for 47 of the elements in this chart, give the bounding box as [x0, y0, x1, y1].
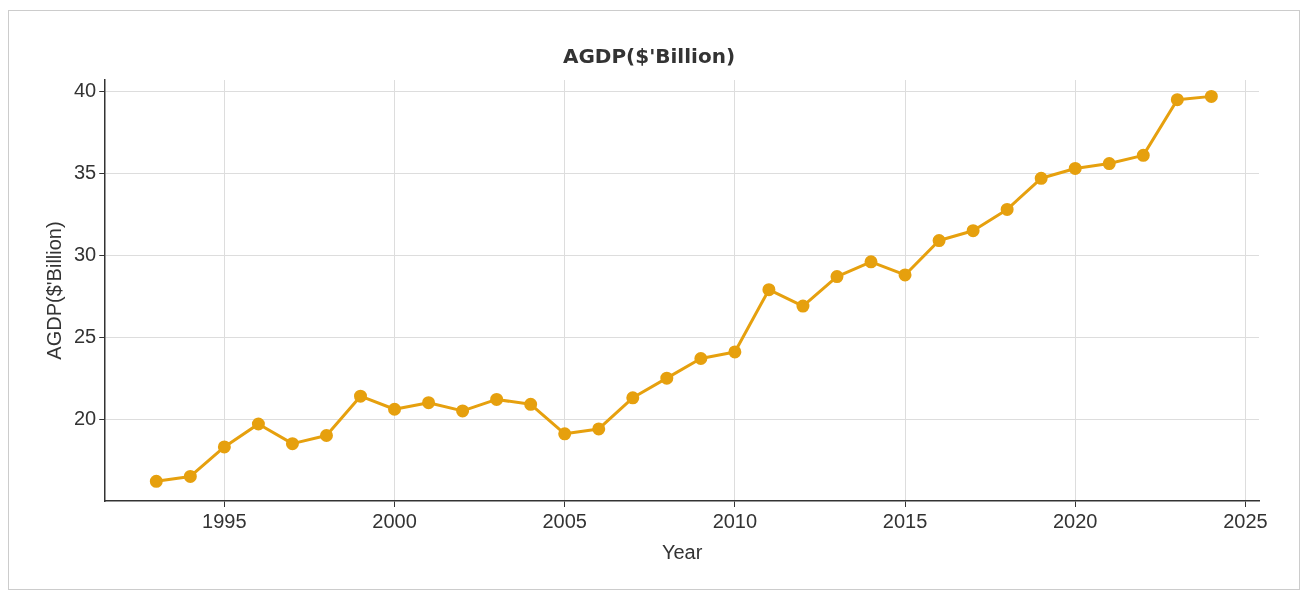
point	[524, 397, 538, 411]
point	[592, 422, 606, 436]
point	[183, 469, 197, 483]
point	[932, 234, 946, 248]
point	[694, 351, 708, 365]
point	[285, 437, 299, 451]
point	[966, 224, 980, 238]
y-axis-title: AGDP($'Billion)	[42, 221, 65, 360]
point	[728, 345, 742, 359]
point	[796, 299, 810, 313]
point	[558, 427, 572, 441]
point	[1034, 171, 1048, 185]
y-tick-label: 25	[74, 324, 97, 347]
point	[149, 474, 163, 488]
point	[1136, 148, 1150, 162]
point	[830, 270, 844, 284]
point	[762, 283, 776, 297]
y-tick-label: 30	[74, 242, 97, 265]
point	[456, 404, 470, 418]
point	[1068, 161, 1082, 175]
point	[1204, 89, 1218, 103]
x-tick-label: 2010	[712, 509, 758, 532]
chart-title: AGDP($'Billion)	[562, 44, 736, 69]
point	[388, 402, 402, 416]
x-tick-label: 2000	[372, 509, 417, 532]
point	[319, 428, 333, 442]
point	[1000, 202, 1014, 216]
point	[251, 417, 265, 431]
point	[217, 440, 231, 454]
y-tick-label: 20	[74, 406, 97, 429]
point	[1170, 93, 1184, 107]
point	[864, 255, 878, 269]
point	[354, 389, 367, 403]
point	[490, 392, 504, 406]
point	[660, 371, 674, 385]
y-tick-label: 40	[74, 78, 97, 101]
x-tick-label: 2015	[882, 509, 928, 532]
point	[422, 396, 436, 410]
x-axis-title: Year	[661, 540, 703, 563]
x-tick-label: 1995	[202, 509, 247, 532]
x-tick-label: 2020	[1052, 509, 1098, 532]
y-tick-label: 35	[74, 160, 97, 183]
point	[626, 391, 640, 405]
point	[898, 268, 912, 282]
x-tick-label: 2005	[542, 509, 587, 532]
x-tick-label: 2025	[1223, 509, 1268, 532]
point	[1102, 157, 1116, 171]
